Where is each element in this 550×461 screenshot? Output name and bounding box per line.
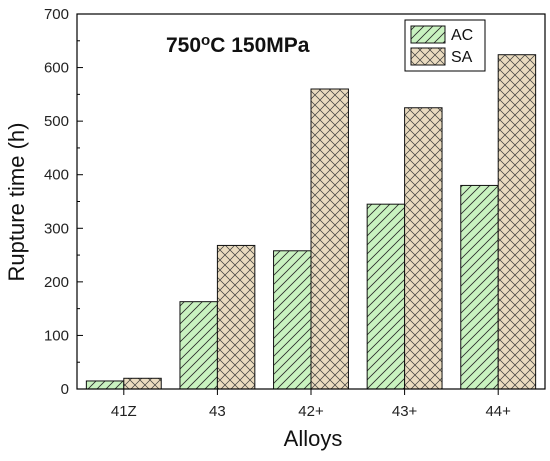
legend-swatch-sa [410, 47, 446, 66]
bar-sa-44plus [497, 54, 537, 390]
title-rest: C 150MPa [210, 34, 310, 57]
legend: AC SA [404, 19, 486, 72]
bar-ac-43 [179, 301, 218, 390]
bar-ac-41z [85, 380, 125, 390]
title-superscript: o [201, 32, 210, 49]
y-tick-label: 0 [61, 381, 69, 398]
x-tick-label: 41Z [111, 403, 137, 420]
legend-label-ac: AC [451, 27, 473, 44]
bar-sa-41z [123, 377, 162, 390]
y-tick-label: 400 [44, 167, 69, 184]
x-tick-label: 43+ [392, 403, 418, 420]
bar-sa-42plus [310, 88, 349, 390]
bar-sa-43 [216, 244, 256, 390]
y-tick-label: 500 [44, 113, 69, 130]
chart-title: 750oC 150MPa [166, 32, 310, 57]
y-tick-label: 300 [44, 220, 69, 237]
y-axis-title: Rupture time (h) [4, 123, 29, 282]
x-axis-title: Alloys [284, 426, 343, 451]
x-tick-label: 42+ [298, 403, 324, 420]
x-tick-label: 43 [209, 403, 226, 420]
x-axis: 41Z 43 42+ 43+ 44+ [111, 389, 511, 420]
title-main: 750 [166, 34, 201, 57]
y-tick-label: 100 [44, 327, 69, 344]
y-tick-label: 700 [44, 6, 69, 23]
y-tick-label: 600 [44, 60, 69, 77]
y-axis: 0 100 200 300 400 500 600 700 [44, 6, 83, 398]
legend-label-sa: SA [451, 49, 473, 66]
y-tick-label: 200 [44, 274, 69, 291]
legend-swatch-ac [410, 25, 446, 44]
x-tick-label: 44+ [485, 403, 511, 420]
bar-ac-44plus [460, 184, 499, 390]
plot-frame [76, 13, 546, 390]
bar-ac-42plus [273, 250, 312, 390]
bar-ac-43plus [366, 203, 406, 390]
bar-sa-43plus [404, 107, 443, 390]
bars-layer [85, 54, 537, 390]
